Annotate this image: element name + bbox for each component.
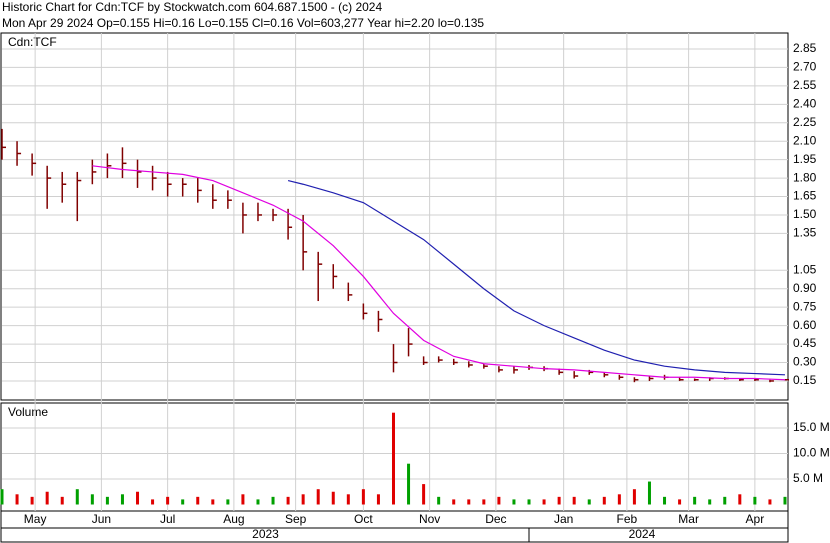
y-tick-label: 15.0 M [793,420,830,434]
volume-bar [151,499,155,505]
volume-bar [572,496,576,505]
volume-bar [90,494,94,505]
title: Historic Chart for Cdn:TCF by Stockwatch… [2,0,382,14]
x-tick-label: Sep [285,512,307,526]
y-tick-label: 1.05 [793,262,817,276]
y-tick-label: 10.0 M [793,446,830,460]
y-tick-label: 1.50 [793,207,817,221]
volume-bar [602,496,606,505]
volume-bar [422,484,426,505]
y-tick-label: 2.25 [793,115,817,129]
y-tick-label: 1.35 [793,226,817,240]
volume-bar [437,496,441,505]
volume-bar [723,496,727,505]
volume-bar [542,499,546,505]
date-frame [0,510,789,543]
price-frame [0,32,789,401]
volume-bar [241,494,245,505]
volume-bar [0,489,4,505]
volume-bar [738,494,742,505]
x-tick-label: Oct [354,512,373,526]
x-tick-label: May [24,512,47,526]
volume-bar [361,489,365,505]
volume-bar [693,496,697,505]
volume-bar [407,463,411,505]
volume-bar [467,499,471,505]
volume-bar [587,499,591,505]
y-tick-label: 2.55 [793,78,817,92]
volume-bar [783,496,787,505]
x-tick-label: Jul [160,512,175,526]
volume-bar [512,499,516,505]
volume-bar [482,499,486,505]
quote: Mon Apr 29 2024 Op=0.155 Hi=0.16 Lo=0.15… [2,16,484,30]
volume-bar [753,496,757,505]
x-tick-label: Feb [617,512,638,526]
x-tick-label: Dec [485,512,506,526]
y-tick-label: 5.0 M [793,471,823,485]
volume-bar [166,496,170,505]
year-label: 2024 [629,527,656,541]
volume-bar [60,496,64,505]
y-tick-label: 0.15 [793,373,817,387]
volume-bar [105,496,109,505]
volume-bar [678,499,682,505]
y-tick-label: 2.40 [793,96,817,110]
volume-bar [346,494,350,505]
y-tick-label: 2.70 [793,60,817,74]
volume-bar [527,499,531,505]
volume-bar [316,489,320,505]
volume-bar [768,499,772,505]
y-tick-label: 0.60 [793,318,817,332]
x-tick-label: Apr [746,512,765,526]
y-tick-label: 0.75 [793,299,817,313]
volume-bar [256,499,260,505]
volume-bar [647,481,651,505]
volume-bar [617,494,621,505]
volume-bar [75,489,79,505]
x-tick-label: Jun [92,512,111,526]
volume-bar [226,499,230,505]
y-tick-label: 1.80 [793,170,817,184]
volume-bar [663,496,667,505]
volume-bar [120,494,124,505]
volume-bar [331,491,335,505]
moving-average [92,165,786,381]
x-tick-label: Aug [223,512,244,526]
volume-bar [497,496,501,505]
volume-bar [632,489,636,505]
volume-bar [30,496,34,505]
panel-label: Cdn:TCF [8,35,57,49]
y-tick-label: 2.85 [793,41,817,55]
y-tick-label: 0.45 [793,336,817,350]
volume-bar [15,494,19,505]
volume-bar [45,491,49,505]
x-tick-label: Nov [419,512,440,526]
volume-bar [136,491,140,505]
y-tick-label: 1.95 [793,152,817,166]
volume-bar [211,499,215,505]
year-label: 2023 [252,527,279,541]
moving-average [287,179,786,376]
y-tick-label: 2.10 [793,133,817,147]
volume-bar [286,496,290,505]
volume-bar [271,496,275,505]
volume-bar [301,494,305,505]
panel-label: Volume [8,405,48,419]
y-tick-label: 1.65 [793,189,817,203]
x-tick-label: Jan [554,512,573,526]
y-tick-label: 0.90 [793,281,817,295]
volume-bar [557,496,561,505]
volume-bar [196,496,200,505]
volume-bar [708,499,712,505]
volume-bar [391,412,395,505]
volume-bar [452,499,456,505]
volume-bar [376,494,380,505]
volume-bar [181,499,185,505]
x-tick-label: Mar [678,512,699,526]
y-tick-label: 0.30 [793,355,817,369]
